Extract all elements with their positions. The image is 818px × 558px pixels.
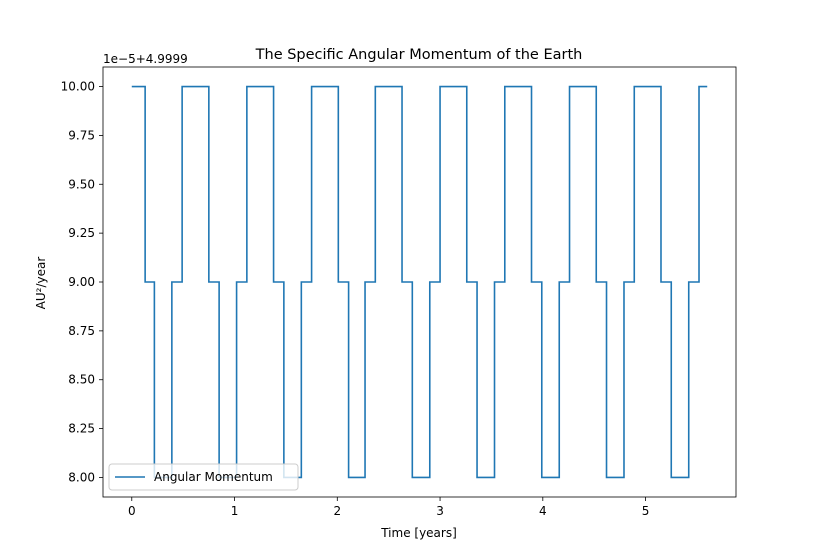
legend: Angular Momentum [108, 463, 299, 491]
y-tick-label: 8.50 [68, 373, 95, 387]
legend-box [108, 463, 299, 491]
y-tick-label: 10.00 [61, 80, 95, 94]
y-tick-label: 8.00 [68, 470, 95, 484]
y-tick-label: 9.75 [68, 128, 95, 142]
y-axis-label: AU²/year [34, 257, 48, 310]
x-tick-label: 3 [436, 504, 444, 518]
ticks: 0 1 2 3 4 5 8.00 8.25 8.50 8.75 9.00 9.25 9.50 9.75 10… [61, 80, 650, 518]
offset-text: 1e−5+4.9999 [103, 52, 188, 66]
chart-title: The Specific Angular Momentum of the Ear… [255, 47, 583, 63]
x-tick-label: 1 [231, 504, 239, 518]
x-tick-label: 5 [642, 504, 650, 518]
y-tick-label: 9.25 [68, 226, 95, 240]
x-tick-label: 0 [128, 504, 136, 518]
y-tick-label: 8.25 [68, 422, 95, 436]
y-tick-label: 8.75 [68, 324, 95, 338]
x-axis-label: Time [years] [380, 526, 457, 540]
x-tick-label: 4 [539, 504, 547, 518]
legend-label: Angular Momentum [154, 470, 273, 484]
x-tick-label: 2 [333, 504, 341, 518]
y-tick-label: 9.00 [68, 275, 95, 289]
y-tick-label: 9.50 [68, 177, 95, 191]
